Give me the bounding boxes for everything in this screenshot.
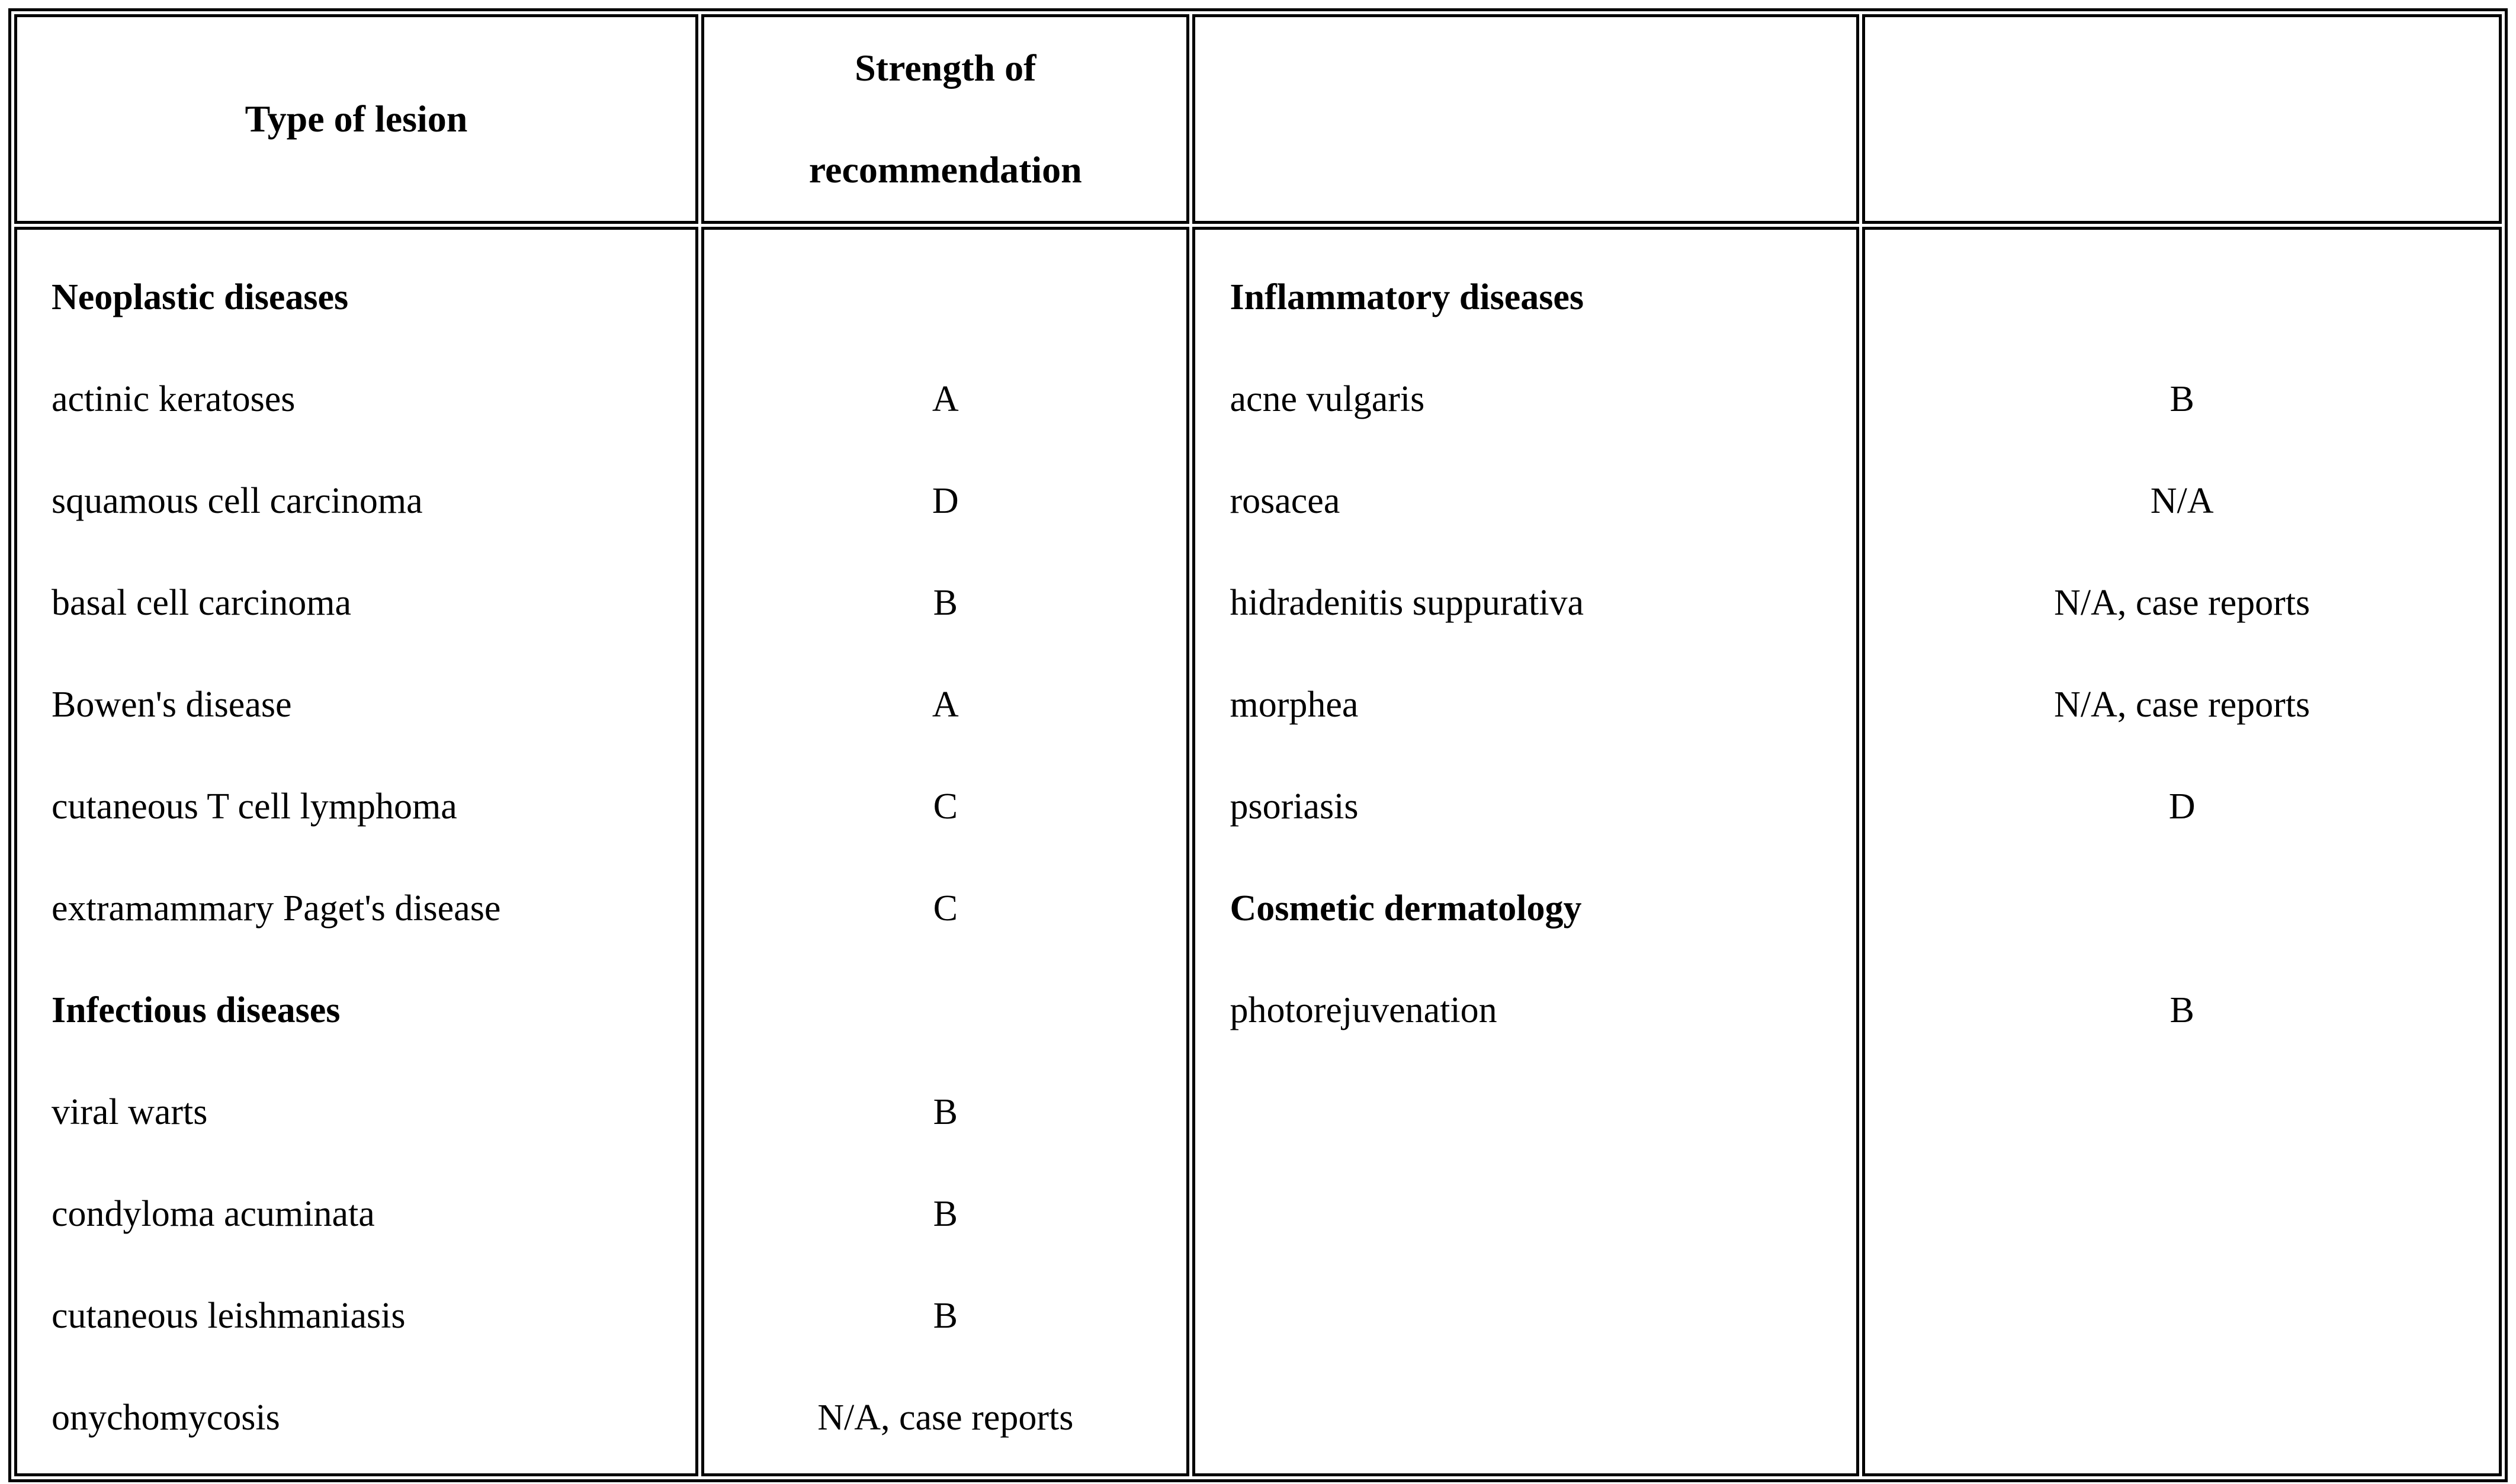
strength-value: D [2168, 786, 2196, 827]
empty-line [1865, 1061, 2499, 1163]
section-heading: Neoplastic diseases [52, 277, 349, 317]
strength-value: C [933, 786, 958, 827]
cell-strength-right: B N/A N/A, case reports N/A, case report… [1862, 227, 2502, 1476]
strength-value: N/A [2150, 481, 2214, 521]
header-cell-strength-of-recommendation: Strength of recommendation [701, 14, 1190, 224]
lesion-name: extramammary Paget's disease [52, 888, 501, 929]
empty-line [1865, 1367, 2499, 1469]
header-row: Type of lesion Strength of recommendatio… [14, 14, 2502, 224]
header-cell-type-of-lesion: Type of lesion [14, 14, 699, 224]
section-heading: Cosmetic dermatology [1230, 888, 1582, 929]
header-label-strength-line-1: Strength of [855, 47, 1036, 89]
strength-value: N/A, case reports [2054, 685, 2310, 725]
header-label-strength-line-2: recommendation [808, 149, 1082, 191]
cell-lesions-left: Neoplastic diseases actinic keratoses sq… [14, 227, 699, 1476]
header-cell-empty-2 [1862, 14, 2502, 224]
empty-line [1230, 1061, 1844, 1163]
strength-value: B [2170, 379, 2194, 419]
empty-line [1865, 1163, 2499, 1265]
empty-line [1230, 1265, 1844, 1367]
lesion-name: actinic keratoses [52, 379, 296, 419]
cell-strength-left: A D B A C C B B B N/A, case reports [701, 227, 1190, 1476]
strength-value: D [932, 481, 959, 521]
strength-value: B [933, 1296, 958, 1336]
lesion-name: photorejuvenation [1230, 990, 1497, 1030]
strength-value: B [933, 1194, 958, 1234]
empty-line [1865, 246, 2499, 348]
cell-lesions-right: Inflammatory diseases acne vulgaris rosa… [1192, 227, 1860, 1476]
strength-value: A [932, 685, 959, 725]
strength-value: N/A, case reports [817, 1398, 1074, 1438]
empty-line [1230, 1367, 1844, 1469]
lesion-name: cutaneous leishmaniasis [52, 1296, 406, 1336]
header-cell-empty-1 [1192, 14, 1860, 224]
lesion-name: basal cell carcinoma [52, 583, 352, 623]
empty-line [704, 246, 1186, 348]
body-row: Neoplastic diseases actinic keratoses sq… [14, 227, 2502, 1476]
lesion-name: cutaneous T cell lymphoma [52, 786, 457, 827]
strength-value: B [933, 583, 958, 623]
lesion-table: Type of lesion Strength of recommendatio… [8, 8, 2508, 1482]
lesion-name: acne vulgaris [1230, 379, 1425, 419]
lesion-name: rosacea [1230, 481, 1340, 521]
lesion-name: viral warts [52, 1092, 208, 1132]
lesion-name: morphea [1230, 685, 1359, 725]
lesion-name: onychomycosis [52, 1398, 280, 1438]
strength-value: C [933, 888, 958, 929]
strength-value: A [932, 379, 959, 419]
lesion-name: squamous cell carcinoma [52, 481, 423, 521]
empty-line [704, 959, 1186, 1061]
strength-value: B [933, 1092, 958, 1132]
lesion-name: psoriasis [1230, 786, 1359, 827]
strength-value: N/A, case reports [2054, 583, 2310, 623]
header-label-type-of-lesion: Type of lesion [245, 98, 468, 140]
section-heading: Inflammatory diseases [1230, 277, 1584, 317]
lesion-name: hidradenitis suppurativa [1230, 583, 1584, 623]
empty-line [1230, 1163, 1844, 1265]
empty-line [1865, 1265, 2499, 1367]
empty-line [1865, 857, 2499, 959]
lesion-name: Bowen's disease [52, 685, 292, 725]
section-heading: Infectious diseases [52, 990, 341, 1030]
strength-value: B [2170, 990, 2194, 1030]
lesion-name: condyloma acuminata [52, 1194, 375, 1234]
